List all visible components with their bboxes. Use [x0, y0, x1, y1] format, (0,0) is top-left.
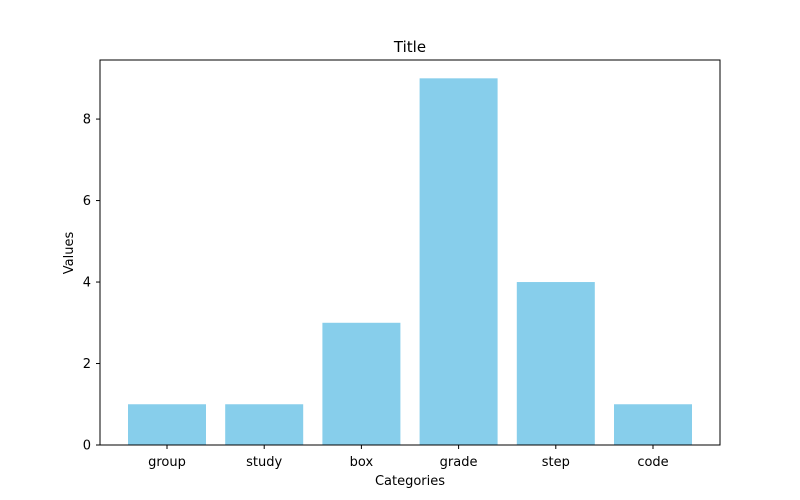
y-tick-label-0: 0: [83, 439, 91, 454]
bars-layer: [128, 78, 692, 445]
bar-code: [614, 404, 692, 445]
y-tick-label-2: 2: [83, 357, 91, 372]
x-axis-label: Categories: [375, 474, 445, 489]
bar-study: [225, 404, 304, 445]
x-tick-label-study: study: [246, 455, 282, 470]
x-tick-label-group: group: [148, 455, 186, 470]
x-tick-label-code: code: [637, 455, 668, 470]
bar-step: [516, 282, 595, 445]
x-tick-label-step: step: [542, 455, 570, 470]
x-tick-label-box: box: [350, 455, 374, 470]
chart-title: Title: [393, 38, 426, 56]
bar-group: [128, 404, 206, 445]
y-axis-label: Values: [62, 232, 77, 275]
plot-frame: [99, 59, 721, 446]
y-tick-label-8: 8: [83, 113, 91, 128]
x-tick-label-grade: grade: [440, 455, 478, 470]
y-tick-label-4: 4: [83, 276, 91, 291]
bar-grade: [419, 78, 498, 445]
y-tick-label-6: 6: [83, 194, 91, 209]
bar-box: [322, 322, 401, 445]
ticks-layer: group study box grade step code 0 2 4 6 8: [83, 113, 669, 470]
